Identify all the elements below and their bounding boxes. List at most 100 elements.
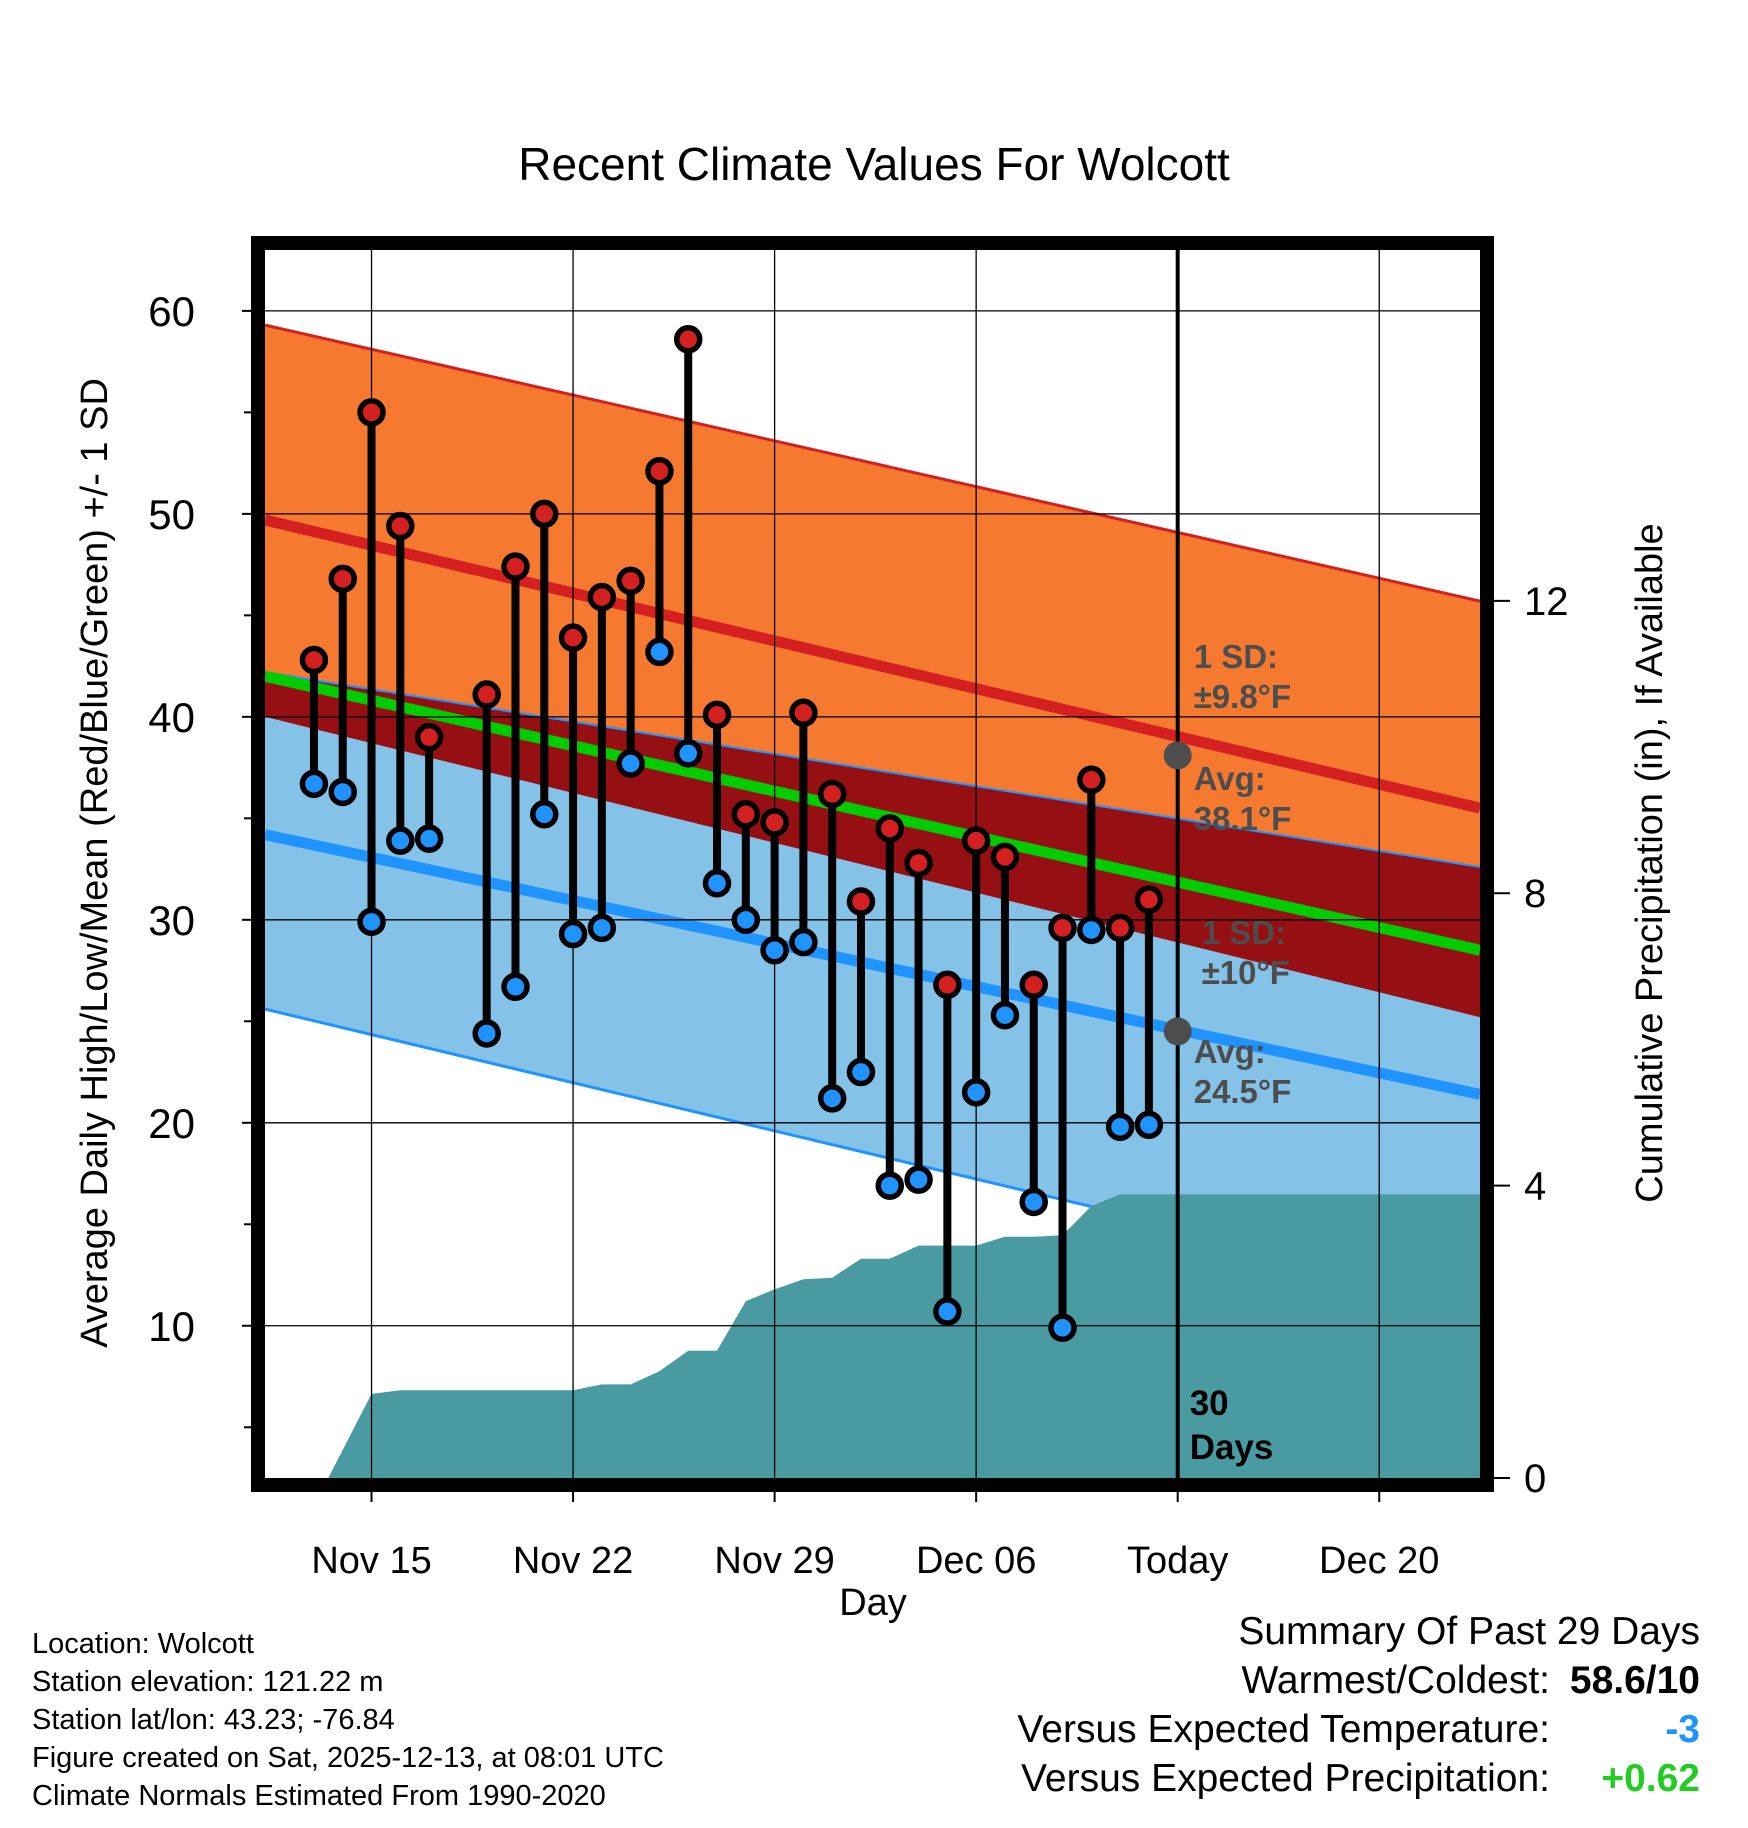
- low-point: [702, 869, 732, 898]
- y2-tick-label: 4: [1524, 1165, 1546, 1209]
- x-tick-label: Nov 22: [513, 1540, 633, 1582]
- high-point: [875, 814, 905, 843]
- high-point: [1105, 913, 1135, 943]
- y-tick-label: 40: [148, 694, 195, 741]
- low-point: [789, 927, 818, 957]
- x-tick-label: Dec 20: [1319, 1540, 1439, 1582]
- high-point: [299, 645, 329, 675]
- low-point: [299, 769, 329, 799]
- high-point: [1019, 970, 1048, 1000]
- warmest-value: 58.6/10: [1569, 1659, 1700, 1702]
- high-point: [846, 887, 876, 916]
- low-point: [846, 1057, 876, 1087]
- y-tick-label: 60: [148, 288, 195, 335]
- high-point: [933, 970, 962, 1000]
- station-info: Location: Wolcott Station elevation: 121…: [32, 1625, 664, 1815]
- summary-precip-row: Versus Expected Precipitation: +0.62: [1017, 1757, 1700, 1806]
- low-point: [875, 1171, 905, 1200]
- low-point: [645, 637, 674, 667]
- high-point: [789, 698, 818, 728]
- plot-frame: [251, 236, 1494, 1492]
- y-axis-label: Average Daily High/Low/Mean (Red/Blue/Gr…: [74, 378, 116, 1348]
- low-point: [933, 1297, 962, 1326]
- low-point: [1134, 1110, 1164, 1140]
- latlon-text: Station lat/lon: 43.23; -76.84: [32, 1704, 395, 1736]
- y-tick-label: 20: [148, 1100, 195, 1147]
- low-point: [587, 913, 617, 943]
- high-point: [1134, 885, 1164, 914]
- elevation-text: Station elevation: 121.22 m: [32, 1666, 384, 1698]
- low-average-marker: [1163, 1017, 1192, 1046]
- summary-warmest-row: Warmest/Coldest: 58.6/10: [1017, 1659, 1700, 1708]
- low-average-line: [265, 829, 1480, 1100]
- high-average-annotation: Avg: 38.1°F: [1194, 760, 1292, 837]
- high-point: [731, 800, 761, 829]
- cumulative-precipitation-area: [265, 1194, 1480, 1478]
- high-point: [961, 826, 991, 855]
- high-point: [1077, 765, 1106, 795]
- created-text: Figure created on Sat, 2025-12-13, at 08…: [32, 1742, 664, 1774]
- high-point: [616, 566, 645, 596]
- low-point: [1105, 1112, 1135, 1142]
- low-point: [328, 777, 357, 807]
- summary-temp-row: Versus Expected Temperature: -3: [1017, 1708, 1700, 1757]
- summary-title: Summary Of Past 29 Days: [1238, 1610, 1700, 1653]
- chart-title: Recent Climate Values For Wolcott: [518, 138, 1230, 190]
- y-tick-label: 50: [148, 491, 195, 538]
- location-text: Location: Wolcott: [32, 1628, 254, 1660]
- high-point: [530, 499, 559, 529]
- normals-text: Climate Normals Estimated From 1990-2020: [32, 1780, 606, 1812]
- high-point: [1048, 913, 1077, 943]
- y-tick-label: 10: [148, 1303, 195, 1350]
- low-point: [731, 905, 761, 935]
- low-point: [961, 1078, 991, 1107]
- temp-label: Versus Expected Temperature:: [1017, 1708, 1550, 1751]
- low-point: [990, 1000, 1020, 1030]
- low-point: [760, 936, 789, 965]
- days-annotation: 30 Days: [1190, 1384, 1274, 1467]
- low-point: [1019, 1187, 1048, 1217]
- high-point: [645, 456, 674, 486]
- low-upper-line: [265, 671, 1480, 869]
- high-upper-line: [265, 323, 1480, 603]
- warmest-label: Warmest/Coldest:: [1241, 1659, 1550, 1702]
- y2-tick-label: 8: [1524, 872, 1546, 916]
- high-sd-annotation: 1 SD: ±9.8°F: [1194, 638, 1291, 715]
- precip-label: Versus Expected Precipitation:: [1021, 1757, 1550, 1800]
- low-point: [817, 1084, 847, 1113]
- high-point: [472, 680, 501, 709]
- y-tick-label: 30: [148, 897, 195, 944]
- high-point: [414, 722, 444, 752]
- high-point: [328, 564, 357, 594]
- low-point: [616, 749, 645, 778]
- mean-line: [265, 670, 1480, 956]
- low-point: [386, 826, 415, 855]
- low-point: [673, 739, 703, 768]
- high-point: [501, 552, 530, 581]
- x-tick-label: Nov 15: [311, 1540, 431, 1582]
- y2-tick-label: 0: [1524, 1457, 1546, 1501]
- low-point: [558, 919, 588, 949]
- high-average-marker: [1163, 741, 1192, 770]
- high-point: [990, 842, 1020, 872]
- plot-area: [265, 250, 1480, 1478]
- high-point: [702, 700, 732, 730]
- low-point: [357, 907, 386, 937]
- annotations: 1 SD: ±9.8°F Avg: 38.1°F 1 SD: ±10°F Avg: 24…: [1163, 638, 1292, 1467]
- daily-observations: [299, 325, 1164, 1343]
- precip-value: +0.62: [1601, 1757, 1700, 1800]
- high-point: [904, 848, 933, 878]
- high-point: [558, 623, 588, 652]
- low-average-annotation: Avg: 24.5°F: [1194, 1033, 1292, 1110]
- x-tick-label: Dec 06: [916, 1540, 1036, 1582]
- x-tick-label: Nov 29: [714, 1540, 834, 1582]
- low-sd-annotation: 1 SD: ±10°F: [1202, 914, 1290, 991]
- summary-panel: Summary Of Past 29 Days Warmest/Coldest:…: [1017, 1610, 1700, 1806]
- low-point: [414, 824, 444, 853]
- low-point: [501, 972, 530, 1002]
- y2-tick-label: 12: [1524, 580, 1569, 624]
- low-point: [1077, 915, 1106, 945]
- high-point: [357, 398, 386, 427]
